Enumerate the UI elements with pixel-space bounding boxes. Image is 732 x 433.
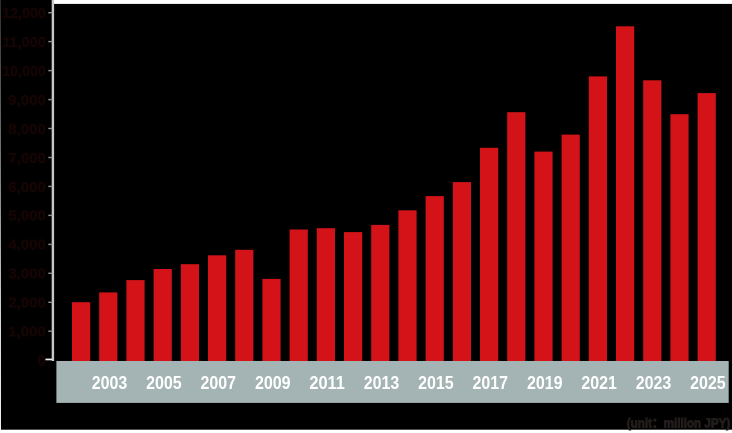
svg-text:2007: 2007	[201, 372, 237, 393]
svg-text:7,000: 7,000	[8, 150, 46, 167]
svg-text:9,000: 9,000	[8, 92, 46, 109]
svg-text:2003: 2003	[92, 372, 128, 393]
svg-text:2025: 2025	[690, 372, 726, 393]
svg-text:3,000: 3,000	[8, 266, 46, 283]
svg-text:12,000: 12,000	[2, 5, 46, 22]
svg-text:2013: 2013	[364, 372, 400, 393]
svg-text:8,000: 8,000	[8, 121, 46, 138]
svg-text:5,000: 5,000	[8, 208, 46, 225]
svg-text:4,000: 4,000	[8, 237, 46, 254]
svg-text:11,000: 11,000	[2, 34, 46, 51]
svg-text:(unit：million JPY): (unit：million JPY)	[627, 415, 731, 430]
svg-text:2023: 2023	[636, 372, 672, 393]
svg-text:6,000: 6,000	[8, 179, 46, 196]
svg-text:2,000: 2,000	[8, 295, 46, 312]
svg-text:2011: 2011	[309, 372, 345, 393]
svg-text:0: 0	[37, 353, 45, 370]
svg-text:2019: 2019	[527, 372, 563, 393]
svg-text:2017: 2017	[473, 372, 509, 393]
svg-text:2005: 2005	[146, 372, 182, 393]
svg-text:2009: 2009	[255, 372, 291, 393]
svg-text:1,000: 1,000	[8, 324, 46, 341]
svg-text:2021: 2021	[581, 372, 617, 393]
svg-text:10,000: 10,000	[2, 63, 46, 80]
svg-text:2015: 2015	[418, 372, 454, 393]
